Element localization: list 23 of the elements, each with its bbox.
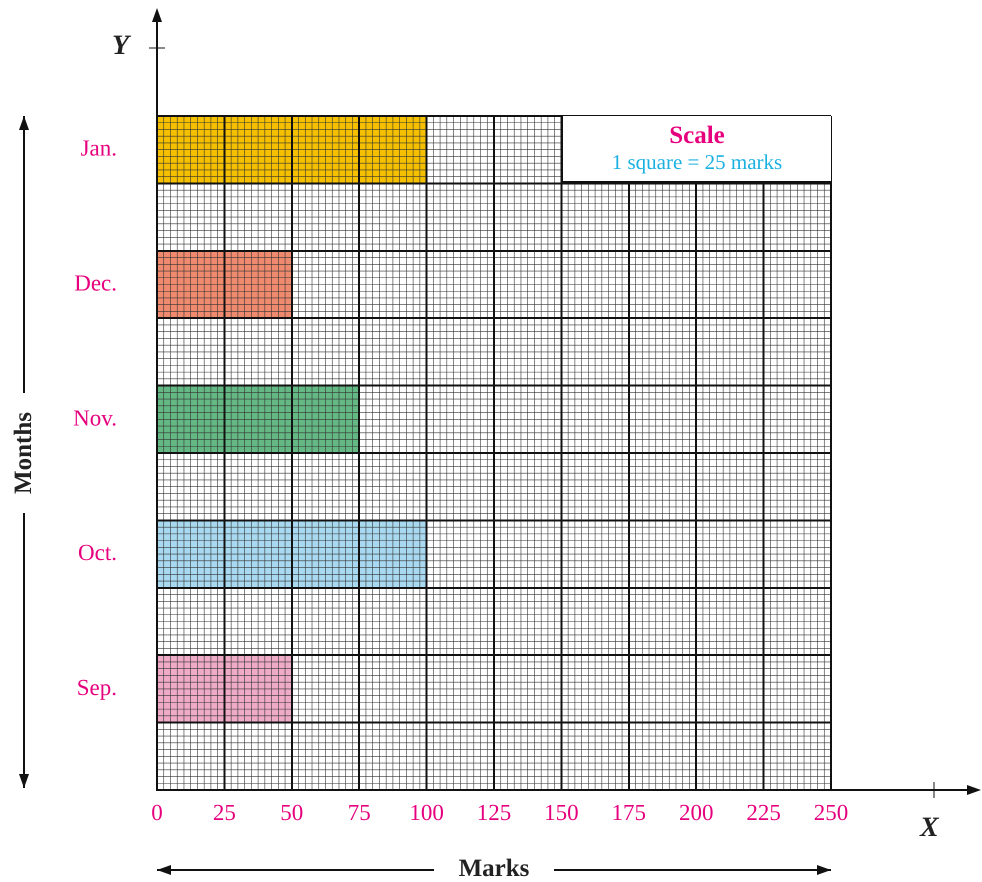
x-tick-label: 225 — [746, 800, 781, 825]
x-tick-label: 200 — [678, 800, 714, 825]
x-tick-label: 100 — [409, 800, 444, 825]
x-axis-title: Marks — [434, 854, 554, 882]
x-tick-label: 125 — [476, 800, 512, 825]
y-axis-title: Months — [9, 393, 39, 513]
x-tick-label: 250 — [814, 800, 848, 825]
x-tick-label: 50 — [280, 800, 304, 825]
x-tick-label: 75 — [348, 800, 371, 825]
y-tick-label: Jan. — [80, 136, 117, 161]
annotation: Scale — [668, 122, 726, 150]
y-tick-label: Nov. — [73, 405, 117, 430]
y-tick-label: Dec. — [74, 270, 117, 296]
annotation: 1 square = 25 marks — [610, 150, 784, 174]
x-tick-label: 0 — [151, 800, 163, 825]
x-tick-label: 175 — [612, 800, 646, 825]
text: Y — [112, 30, 130, 62]
y-tick-label: Oct. — [78, 540, 117, 566]
y-tick-label: Sep. — [76, 674, 117, 700]
text: X — [920, 812, 939, 844]
x-tick-label: 150 — [544, 800, 579, 825]
x-tick-label: 25 — [212, 800, 236, 825]
scale-box: Scale 1 square = 25 marks — [561, 116, 831, 184]
